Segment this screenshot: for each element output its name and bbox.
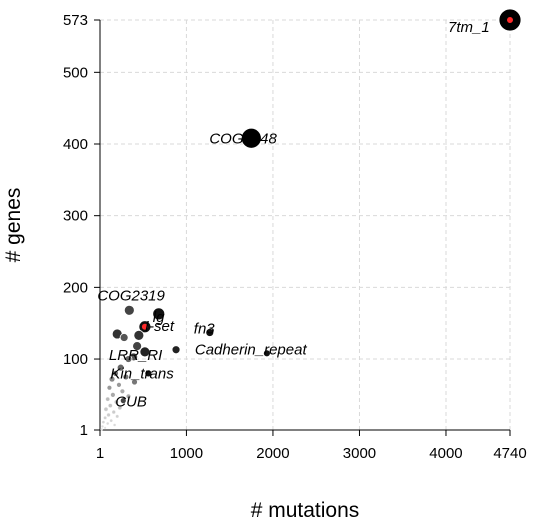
y-axis-title: # genes xyxy=(2,188,25,263)
data-point xyxy=(113,423,117,427)
x-tick-label: 1000 xyxy=(170,445,203,462)
y-ticks: 1 100 200 300 400 500 573 xyxy=(63,12,100,439)
data-point xyxy=(139,346,151,358)
point-annotation: COG2319 xyxy=(97,287,165,304)
x-tick-label: 3000 xyxy=(343,445,376,462)
data-point xyxy=(240,127,262,149)
data-point xyxy=(109,419,113,423)
data-point xyxy=(171,345,181,355)
point-annotation: CUB xyxy=(115,394,147,411)
point-annotation: fn3 xyxy=(194,321,216,338)
y-tick-label: 1 xyxy=(80,422,88,439)
data-point xyxy=(133,329,145,341)
data-point xyxy=(117,405,122,410)
data-point xyxy=(103,407,109,412)
data-point xyxy=(101,420,106,424)
x-axis-title: # mutations xyxy=(251,499,360,522)
data-point xyxy=(144,369,153,378)
y-tick-label: 400 xyxy=(63,136,88,153)
data-point xyxy=(101,424,104,428)
data-point xyxy=(122,373,130,381)
data-point xyxy=(108,403,113,408)
data-point xyxy=(131,378,138,386)
point-annotation: LRR_RI xyxy=(109,347,162,364)
point-annotation: 7tm_1 xyxy=(448,19,490,36)
data-points xyxy=(100,8,522,431)
data-point xyxy=(109,391,116,398)
data-point xyxy=(106,384,113,391)
data-point xyxy=(119,397,127,405)
data-point xyxy=(141,323,148,330)
data-point xyxy=(205,328,215,337)
data-point xyxy=(152,307,166,321)
data-point xyxy=(132,341,143,352)
data-point xyxy=(116,363,125,372)
y-tick-label: 200 xyxy=(63,279,88,296)
y-tick-label: 100 xyxy=(63,351,88,368)
y-tick-label: 500 xyxy=(63,64,88,81)
point-annotation: Cadherin_repeat xyxy=(195,341,308,358)
x-tick-label: 4740 xyxy=(493,445,526,462)
grid xyxy=(100,19,511,430)
data-point xyxy=(115,414,119,419)
data-point xyxy=(111,410,116,415)
point-annotation: Kin_trans xyxy=(110,365,174,382)
data-point xyxy=(106,412,111,417)
data-point xyxy=(105,397,110,402)
axes xyxy=(99,20,510,431)
data-point xyxy=(262,349,271,358)
x-tick-label: 4000 xyxy=(429,445,462,462)
point-annotation: COG5048 xyxy=(209,130,277,147)
point-annotation: lg xyxy=(153,309,165,326)
data-point xyxy=(108,375,116,383)
x-tick-label: 1 xyxy=(96,445,104,462)
point-annotation: I-set xyxy=(145,318,175,335)
x-ticks: 1 1000 2000 3000 4000 4740 xyxy=(96,430,527,462)
annotations: 7tm_1 COG5048 COG2319 lgI-set fn3 Cadherin_re… xyxy=(97,19,489,411)
data-point xyxy=(114,399,119,405)
data-point xyxy=(103,426,107,430)
x-tick-label: 2000 xyxy=(256,445,289,462)
data-point xyxy=(123,304,135,316)
data-point xyxy=(124,355,133,363)
data-point xyxy=(100,427,103,431)
data-point xyxy=(125,393,132,400)
y-tick-label: 300 xyxy=(63,208,88,225)
data-point xyxy=(507,17,513,23)
data-point xyxy=(112,369,119,377)
data-point xyxy=(119,333,129,342)
data-point xyxy=(116,381,122,388)
data-point xyxy=(103,416,107,420)
y-tick-label: 573 xyxy=(63,12,88,29)
data-point xyxy=(106,421,110,426)
data-point xyxy=(119,388,126,395)
